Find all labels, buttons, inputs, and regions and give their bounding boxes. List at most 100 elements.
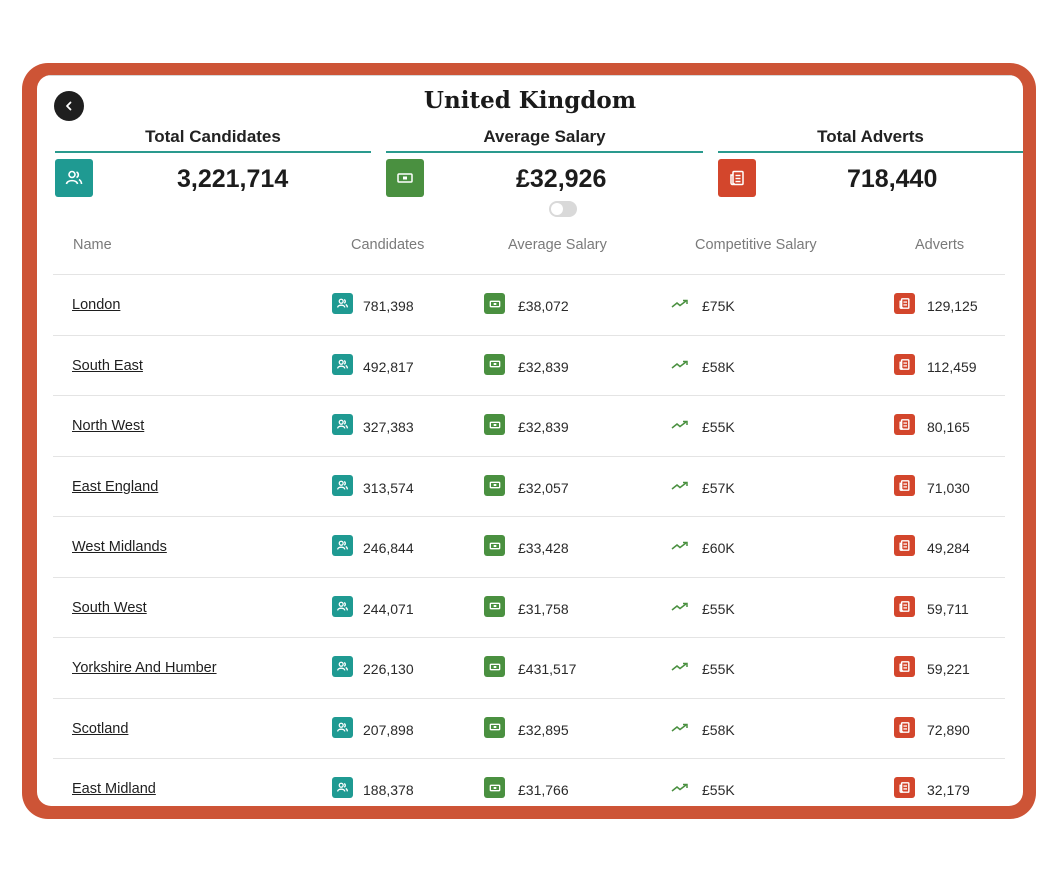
newspaper-icon — [894, 293, 915, 314]
average-salary-value: £38,072 — [518, 298, 569, 314]
chevron-left-icon — [66, 101, 72, 111]
average-salary-value: £32,057 — [518, 479, 569, 496]
average-salary-value: £32,839 — [518, 358, 569, 375]
table-row: East England 313,574 £32,057 £57K — [53, 457, 1005, 517]
region-link[interactable]: West Midlands — [72, 539, 167, 555]
candidates-value: 313,574 — [363, 479, 414, 496]
competitive-salary-value: £55K — [702, 600, 735, 617]
column-header-name[interactable]: Name — [73, 237, 112, 253]
table-row: Yorkshire And Humber 226,130 £431,517 £5… — [53, 638, 1005, 699]
table-header: Name Candidates Average Salary Competiti… — [53, 223, 1005, 275]
banknote-icon — [386, 159, 424, 197]
competitive-salary-value: £58K — [702, 721, 735, 738]
stat-total-candidates: Total Candidates 3,221,714 — [55, 127, 371, 197]
average-salary-value: £33,428 — [518, 540, 569, 556]
column-header-adverts[interactable]: Adverts — [915, 237, 965, 253]
users-icon — [332, 656, 353, 677]
trend-up-icon — [671, 360, 688, 369]
region-link[interactable]: South West — [72, 599, 147, 616]
region-link[interactable]: Yorkshire And Humber — [72, 660, 217, 676]
table-row: East Midland 188,378 £31,766 £55K — [53, 759, 1005, 806]
adverts-value: 49,284 — [927, 540, 970, 556]
banknote-icon — [484, 353, 505, 375]
banknote-icon — [484, 656, 505, 677]
average-salary-value: £32,839 — [518, 419, 569, 435]
table-row: London 781,398 £38,072 £75K — [53, 275, 1005, 336]
trend-up-icon — [671, 541, 688, 550]
candidates-value: 246,844 — [363, 540, 414, 556]
competitive-salary-value: £58K — [702, 358, 735, 375]
candidates-value: 492,817 — [363, 358, 414, 375]
adverts-value: 59,221 — [927, 661, 970, 677]
newspaper-icon — [894, 353, 915, 375]
banknote-icon — [484, 535, 505, 556]
adverts-value: 72,890 — [927, 721, 970, 738]
region-panel: United Kingdom Total Candidates 3,221,71… — [37, 75, 1023, 806]
banknote-icon — [484, 474, 505, 496]
users-icon — [332, 474, 353, 496]
stat-divider — [55, 151, 371, 153]
salary-toggle[interactable] — [549, 201, 577, 217]
competitive-salary-value: £55K — [702, 419, 735, 435]
users-icon — [332, 535, 353, 556]
competitive-salary-value: £60K — [702, 540, 735, 556]
candidates-value: 207,898 — [363, 721, 414, 738]
stat-total-adverts: Total Adverts 718,440 — [718, 127, 1023, 197]
region-link[interactable]: North West — [72, 418, 145, 434]
panel-top-border — [37, 75, 1023, 76]
banknote-icon — [484, 293, 505, 314]
candidates-value: 781,398 — [363, 298, 414, 314]
table-row: West Midlands 246,844 £33,428 £60K — [53, 517, 1005, 578]
trend-up-icon — [671, 481, 688, 490]
users-icon — [332, 353, 353, 375]
column-header-competitive-salary[interactable]: Competitive Salary — [695, 237, 817, 253]
back-button[interactable] — [54, 91, 84, 121]
banknote-icon — [484, 777, 505, 798]
newspaper-icon — [894, 535, 915, 556]
newspaper-icon — [894, 414, 915, 435]
stat-divider — [718, 151, 1023, 153]
page-title: United Kingdom — [423, 87, 637, 114]
table-row: North West 327,383 £32,839 £55K — [53, 396, 1005, 457]
region-link[interactable]: Scotland — [72, 720, 129, 737]
region-link[interactable]: East Midland — [72, 781, 156, 797]
candidates-value: 244,071 — [363, 600, 414, 617]
average-salary-value: £31,758 — [518, 600, 569, 617]
stat-divider — [386, 151, 703, 153]
users-icon — [332, 414, 353, 435]
stat-label: Total Adverts — [817, 127, 924, 146]
stat-value: £32,926 — [516, 165, 607, 193]
stat-value: 718,440 — [847, 165, 938, 193]
toggle-knob — [551, 203, 563, 215]
competitive-salary-value: £57K — [702, 479, 735, 496]
competitive-salary-value: £55K — [702, 661, 735, 677]
table-row: South West 244,071 £31,758 £55K — [53, 578, 1005, 638]
newspaper-icon — [894, 656, 915, 677]
competitive-salary-value: £75K — [702, 298, 735, 314]
adverts-value: 59,711 — [927, 600, 969, 617]
users-icon — [332, 716, 353, 738]
column-header-candidates[interactable]: Candidates — [351, 237, 425, 253]
newspaper-icon — [718, 159, 756, 197]
region-link[interactable]: London — [72, 297, 121, 313]
newspaper-icon — [894, 474, 915, 496]
adverts-value: 71,030 — [927, 479, 970, 496]
stat-label: Average Salary — [483, 127, 606, 146]
column-header-average-salary[interactable]: Average Salary — [508, 237, 607, 253]
trend-up-icon — [671, 602, 688, 611]
average-salary-value: £431,517 — [518, 661, 577, 677]
average-salary-value: £32,895 — [518, 721, 569, 738]
banknote-icon — [484, 414, 505, 435]
stat-label: Total Candidates — [145, 127, 281, 146]
adverts-value: 80,165 — [927, 419, 970, 435]
banknote-icon — [484, 595, 505, 617]
trend-up-icon — [671, 299, 688, 308]
region-link[interactable]: South East — [72, 357, 143, 374]
adverts-value: 112,459 — [927, 358, 977, 375]
users-icon — [332, 595, 353, 617]
average-salary-value: £31,766 — [518, 782, 569, 798]
users-icon — [55, 159, 93, 197]
newspaper-icon — [894, 595, 915, 617]
region-link[interactable]: East England — [72, 478, 159, 495]
stat-average-salary: Average Salary £32,926 — [386, 127, 703, 197]
